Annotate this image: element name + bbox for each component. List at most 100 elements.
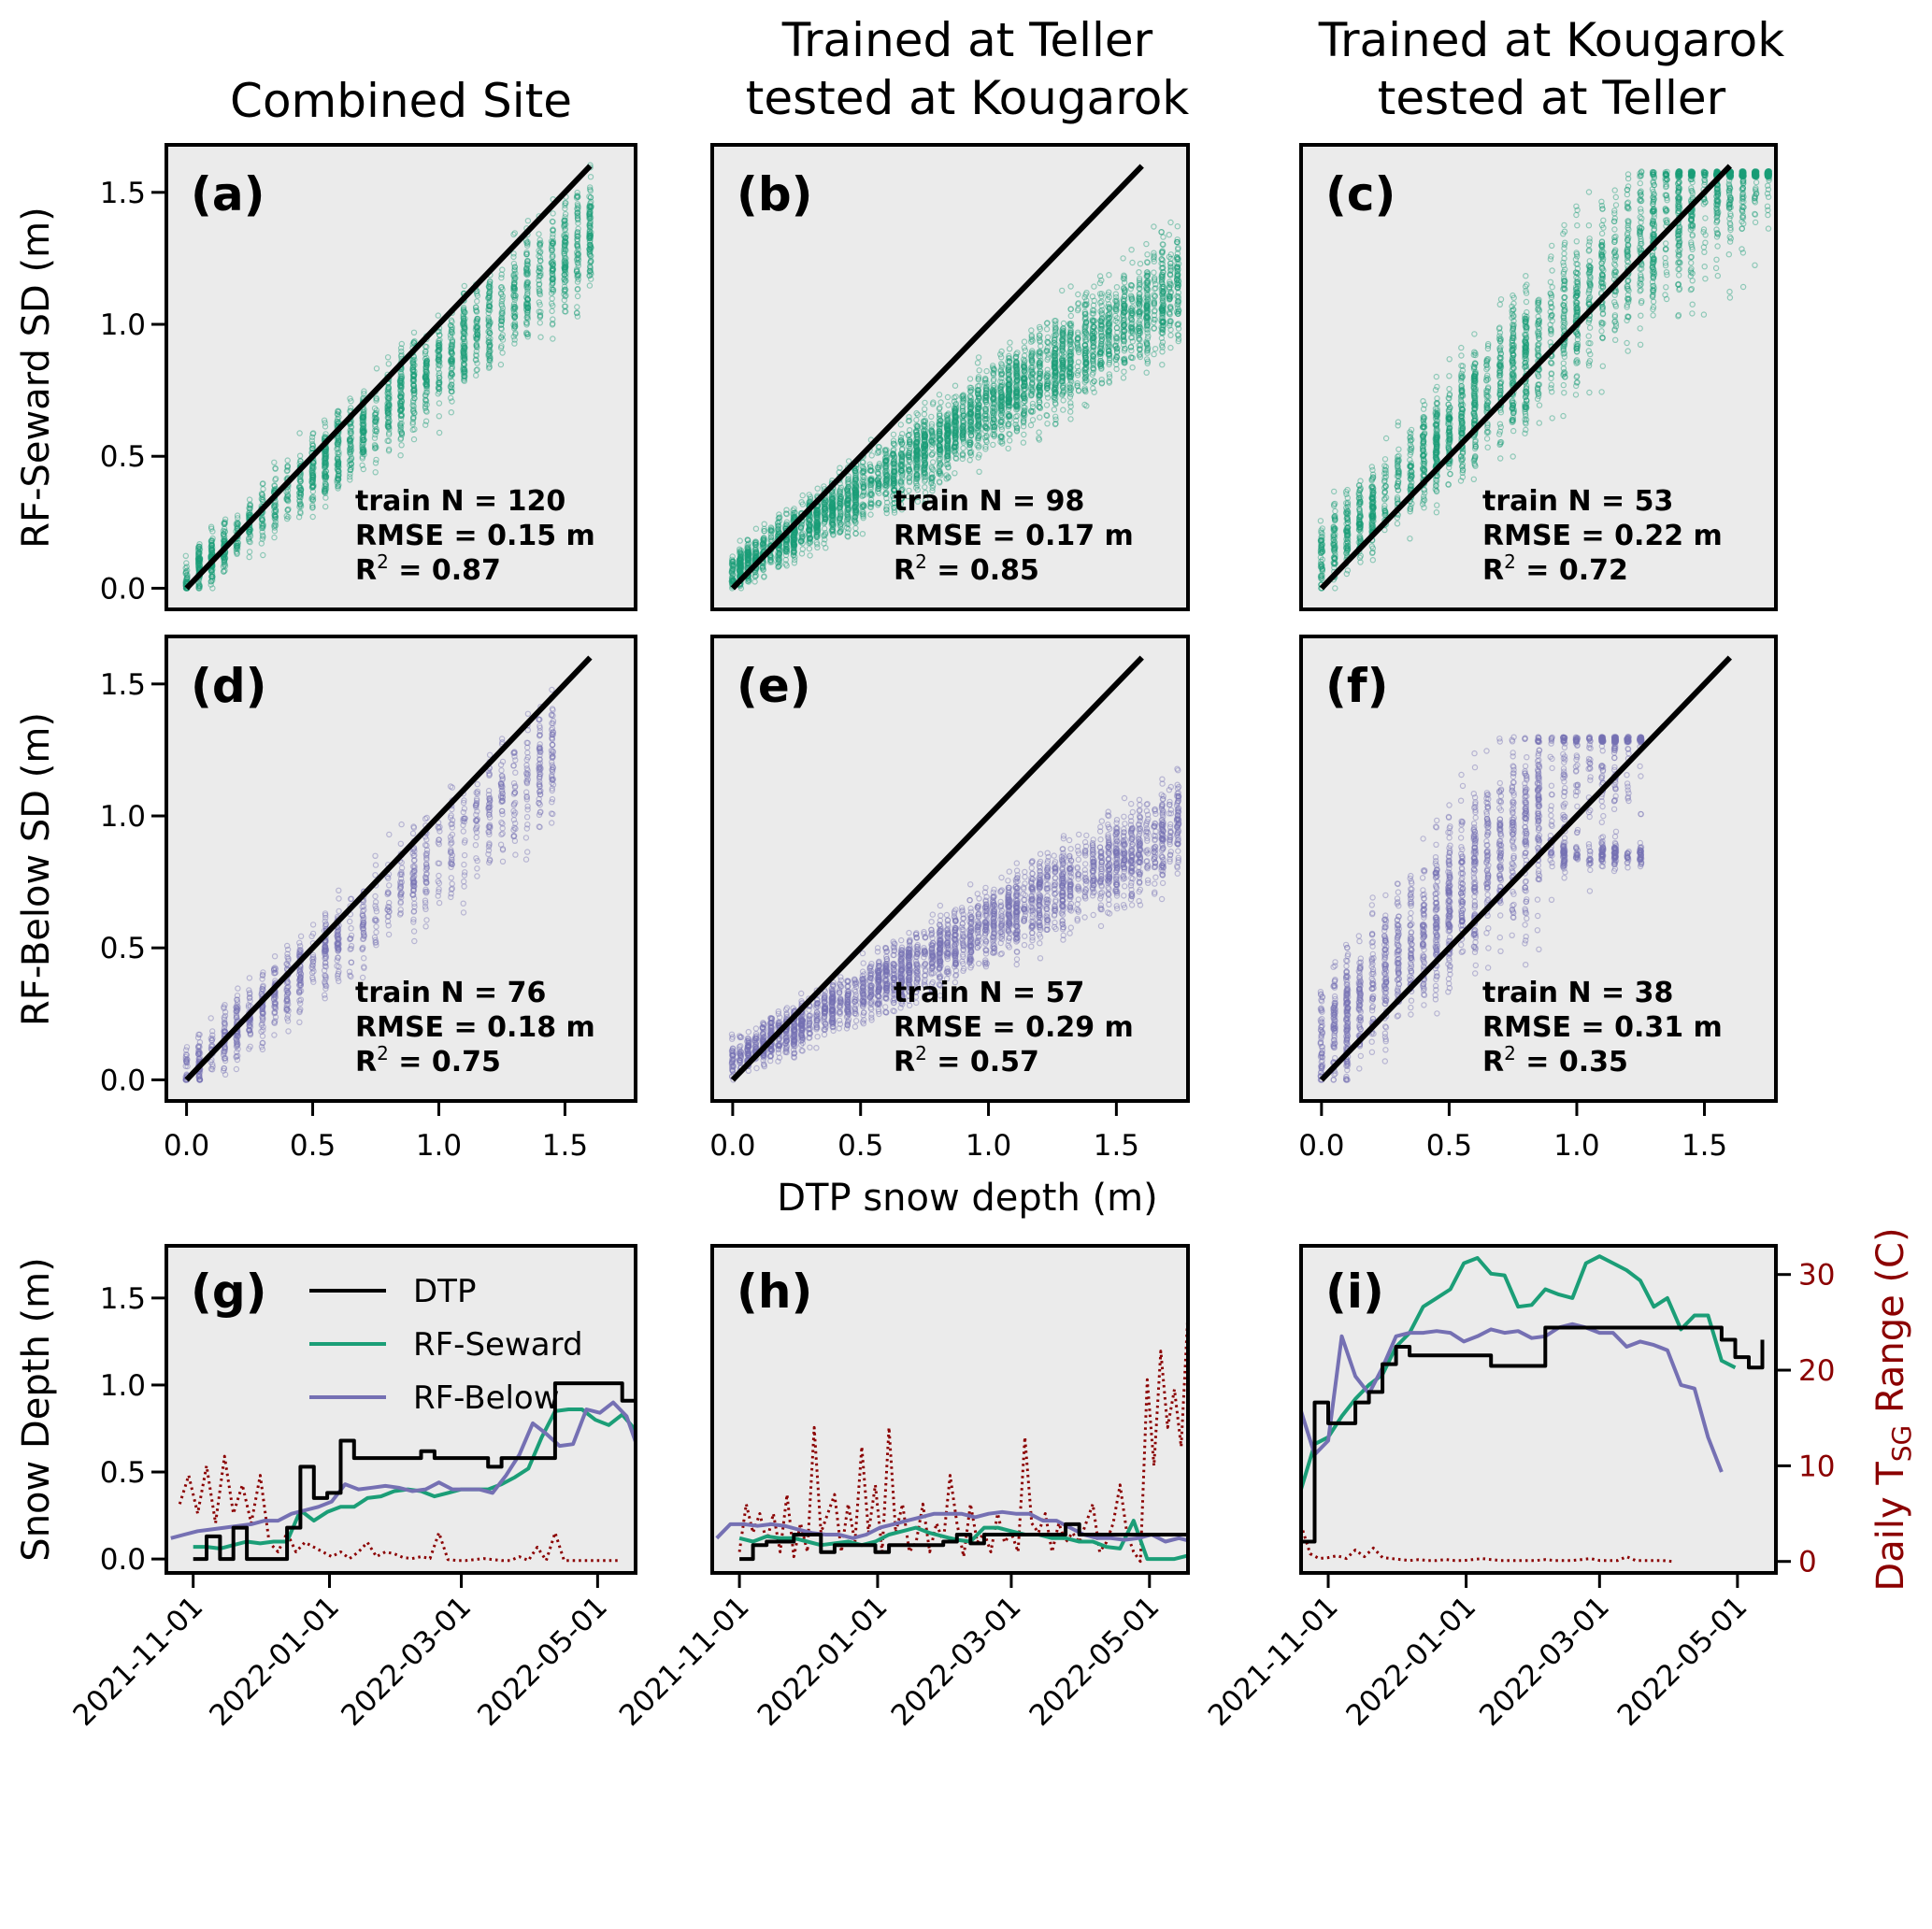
scatter-point (737, 569, 744, 577)
scatter-point (922, 469, 928, 477)
scatter-point (448, 381, 455, 388)
scatter-point (297, 485, 304, 492)
scatter-point (921, 430, 927, 436)
scatter-point (852, 489, 859, 496)
scatter-point (422, 360, 430, 366)
scatter-point (183, 560, 190, 566)
scatter-point (783, 546, 791, 553)
scatter-point (936, 446, 943, 453)
scatter-point (823, 514, 829, 522)
scatter-point (195, 557, 202, 564)
scatter-point (347, 457, 354, 464)
scatter-point (913, 436, 920, 442)
scatter-point (737, 569, 745, 576)
scatter-point (308, 470, 316, 477)
scatter-point (790, 543, 797, 550)
scatter-point (837, 500, 843, 507)
scatter-point (966, 424, 974, 431)
scatter-point (586, 238, 594, 245)
scatter-point (234, 543, 241, 550)
scatter-point (360, 436, 366, 444)
scatter-point (335, 461, 342, 467)
scatter-point (744, 555, 751, 562)
scatter-point (398, 406, 405, 413)
scatter-point (890, 452, 896, 459)
scatter-point (845, 458, 852, 464)
scatter-point (837, 486, 844, 493)
scatter-point (247, 511, 253, 518)
scatter-point (182, 570, 189, 577)
scatter-point (852, 489, 860, 496)
scatter-point (474, 323, 480, 331)
scatter-point (384, 388, 392, 394)
scatter-point (899, 471, 906, 479)
scatter-point (852, 530, 859, 536)
scatter-point (474, 344, 480, 350)
scatter-point (498, 325, 505, 333)
scatter-point (860, 459, 866, 465)
scatter-point (966, 409, 974, 416)
scatter-point (828, 527, 836, 535)
scatter-point (852, 517, 858, 523)
scatter-point (335, 455, 341, 463)
scatter-point (960, 399, 966, 406)
scatter-point (852, 490, 858, 497)
scatter-point (914, 438, 921, 446)
scatter-point (537, 308, 544, 315)
scatter-point (813, 523, 820, 531)
scatter-point (296, 498, 303, 505)
scatter-point (922, 474, 929, 480)
scatter-point (922, 459, 928, 466)
scatter-point (843, 524, 851, 531)
scatter-point (883, 476, 890, 483)
scatter-point (898, 495, 905, 503)
scatter-point (359, 436, 365, 444)
scatter-point (447, 322, 454, 329)
scatter-point (259, 517, 265, 523)
scatter-point (929, 401, 937, 407)
scatter-point (195, 552, 202, 560)
scatter-point (805, 516, 812, 522)
scatter-point (385, 383, 392, 391)
scatter-point (309, 479, 316, 486)
scatter-point (852, 472, 859, 479)
scatter-point (461, 307, 467, 314)
scatter-point (398, 348, 405, 355)
scatter-point (473, 320, 480, 326)
scatter-point (359, 421, 365, 428)
scatter-point (791, 528, 798, 536)
scatter-point (897, 501, 905, 507)
scatter-point (184, 572, 191, 579)
scatter-point (883, 463, 890, 469)
scatter-point (385, 423, 392, 430)
scatter-point (549, 247, 555, 254)
scatter-point (845, 494, 852, 501)
scatter-point (548, 245, 555, 251)
scatter-point (472, 356, 479, 364)
scatter-point (460, 350, 467, 356)
scatter-point (814, 522, 821, 529)
scatter-point (448, 369, 455, 377)
scatter-point (898, 450, 905, 457)
scatter-point (499, 336, 507, 343)
scatter-point (952, 425, 959, 432)
scatter-point (805, 520, 812, 527)
scatter-point (436, 342, 442, 350)
scatter-point (373, 394, 379, 401)
scatter-point (524, 285, 531, 292)
scatter-point (297, 509, 304, 517)
scatter-point (499, 293, 507, 300)
scatter-point (372, 411, 379, 418)
scatter-point (295, 490, 303, 496)
scatter-point (960, 434, 966, 440)
scatter-point (944, 440, 951, 447)
scatter-point (195, 543, 203, 550)
scatter-point (830, 512, 837, 519)
scatter-point (296, 497, 303, 504)
scatter-point (195, 554, 202, 562)
scatter-point (952, 393, 959, 400)
scatter-point (524, 302, 532, 308)
scatter-point (272, 465, 279, 472)
scatter-point (860, 503, 866, 509)
scatter-point (183, 572, 190, 579)
